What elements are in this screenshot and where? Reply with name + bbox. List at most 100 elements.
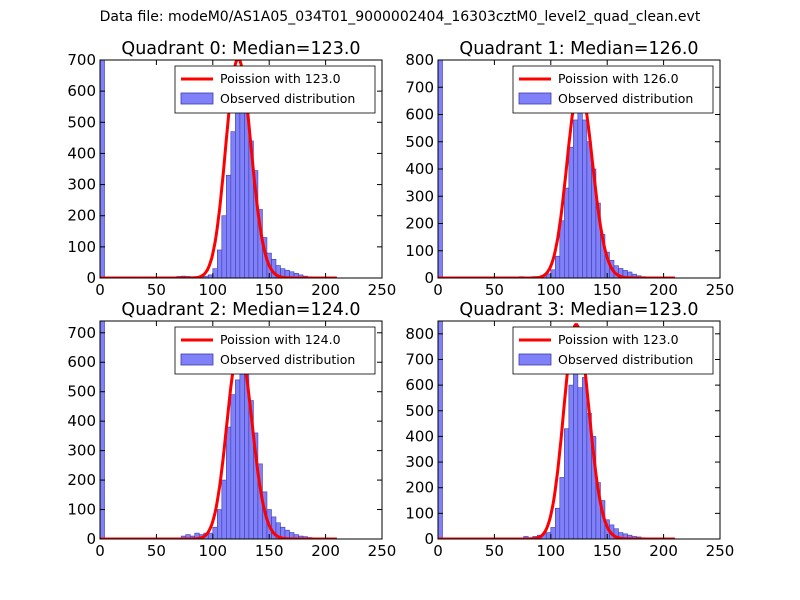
- legend-label-observed: Observed distribution: [558, 91, 693, 106]
- histogram-bar: [577, 387, 583, 539]
- quadrant-1-panel: Quadrant 1: Median=126.0 0 50 100 150 200 250 0…: [405, 39, 734, 299]
- histogram-bar: [207, 532, 214, 539]
- y-tick-label: 300: [67, 442, 96, 460]
- legend-box: [512, 326, 714, 375]
- quadrant-2-panel: Quadrant 2: Median=124.0 0 50 100 150 200 250 0…: [67, 300, 396, 560]
- x-tick-label: 250: [368, 542, 397, 560]
- histogram-bar: [100, 60, 105, 278]
- histogram-bar: [244, 109, 250, 278]
- y-tick-label: 600: [405, 376, 434, 394]
- histogram-bar: [100, 321, 105, 539]
- x-tick-label: 100: [198, 542, 227, 560]
- x-tick-label: 200: [311, 542, 340, 560]
- y-tick-label: 100: [405, 504, 434, 522]
- histogram-bar: [235, 93, 241, 278]
- poisson-curve: [438, 323, 675, 539]
- y-tick-label: 500: [67, 383, 96, 401]
- y-tick-label: 300: [67, 176, 96, 194]
- legend-box: [512, 65, 714, 114]
- x-tick-label: 200: [649, 542, 678, 560]
- y-tick-label: 400: [67, 412, 96, 430]
- histogram-bar: [582, 119, 588, 278]
- panel-title: Quadrant 3: Median=123.0: [459, 300, 698, 320]
- y-tick-label: 300: [405, 453, 434, 471]
- y-tick-label: 0: [86, 530, 96, 548]
- legend-box: [174, 326, 376, 375]
- panel-title: Quadrant 2: Median=124.0: [121, 300, 360, 320]
- y-tick-label: 200: [67, 207, 96, 225]
- x-tick-label: 200: [311, 281, 340, 299]
- histogram-bar: [586, 141, 592, 278]
- y-tick-label: 400: [405, 160, 434, 178]
- x-tick-label: 100: [536, 542, 565, 560]
- histogram-bar: [221, 215, 227, 278]
- y-tick-label: 600: [67, 353, 96, 371]
- x-tick-label: 50: [485, 542, 504, 560]
- histogram-bars: [438, 321, 651, 539]
- y-tick-label: 500: [67, 113, 96, 131]
- y-tick-label: 0: [424, 269, 434, 287]
- legend-bar-swatch: [518, 92, 552, 105]
- histogram-bar: [217, 509, 223, 539]
- histogram-bar: [573, 119, 579, 278]
- histogram-bar: [230, 131, 236, 278]
- legend-label-observed: Observed distribution: [220, 352, 355, 367]
- y-tick-label: 800: [405, 325, 434, 343]
- panel-title: Quadrant 0: Median=123.0: [121, 39, 360, 59]
- quadrant-0-panel: Quadrant 0: Median=123.0 0 50 100 150 200 250 0…: [67, 39, 396, 299]
- histogram-bar: [438, 321, 443, 539]
- y-tick-label: 100: [67, 501, 96, 519]
- y-tick-label: 200: [67, 471, 96, 489]
- x-tick-label: 150: [255, 542, 284, 560]
- y-tick-label: 400: [67, 144, 96, 162]
- x-tick-label: 0: [95, 542, 105, 560]
- y-tick-label: 400: [405, 427, 434, 445]
- histogram-bar: [217, 249, 223, 278]
- x-tick-label: 0: [95, 281, 105, 299]
- histogram-bar: [564, 187, 570, 278]
- y-tick-label: 700: [405, 350, 434, 368]
- legend-label-poisson: Poission with 124.0: [220, 332, 341, 347]
- x-tick-label: 50: [485, 281, 504, 299]
- x-tick-label: 100: [536, 281, 565, 299]
- y-tick-label: 300: [405, 187, 434, 205]
- quadrant-3-panel: Quadrant 3: Median=123.0 0 50 100 150 200 250 0…: [405, 300, 734, 560]
- histogram-bar: [568, 146, 574, 278]
- axes-frame: [99, 320, 383, 540]
- histogram-bar: [212, 268, 218, 278]
- legend-bar-swatch: [180, 92, 214, 105]
- figure-title: Data file: modeM0/AS1A05_034T01_90000024…: [99, 9, 701, 25]
- histogram-bar: [555, 507, 561, 539]
- y-tick-label: 600: [67, 82, 96, 100]
- y-tick-label: 800: [405, 51, 434, 69]
- legend-label-poisson: Poission with 123.0: [558, 332, 679, 347]
- x-tick-label: 0: [433, 542, 443, 560]
- histogram-bar: [226, 174, 232, 278]
- legend-box: [174, 65, 376, 114]
- histogram-bar: [582, 377, 588, 539]
- poisson-curve: [100, 346, 337, 539]
- legend-bar-swatch: [180, 353, 214, 366]
- y-tick-label: 0: [86, 269, 96, 287]
- x-tick-label: 150: [593, 281, 622, 299]
- y-tick-label: 700: [67, 324, 96, 342]
- x-tick-label: 250: [368, 281, 397, 299]
- y-tick-label: 200: [405, 215, 434, 233]
- y-tick-label: 700: [67, 51, 96, 69]
- histogram-bar: [212, 526, 218, 539]
- y-tick-label: 100: [67, 238, 96, 256]
- y-tick-label: 700: [405, 78, 434, 96]
- y-tick-label: 100: [405, 242, 434, 260]
- panel-title: Quadrant 1: Median=126.0: [459, 39, 698, 59]
- x-tick-label: 250: [706, 281, 735, 299]
- y-tick-label: 200: [405, 479, 434, 497]
- legend: Poission with 126.0 Observed distribution: [512, 65, 714, 114]
- histogram-bar: [550, 269, 556, 278]
- histogram-bar: [230, 394, 236, 539]
- y-tick-label: 0: [424, 530, 434, 548]
- legend-label-poisson: Poission with 123.0: [220, 71, 341, 86]
- x-tick-label: 250: [706, 542, 735, 560]
- histogram-bar: [568, 384, 574, 539]
- histogram-bar: [577, 103, 583, 278]
